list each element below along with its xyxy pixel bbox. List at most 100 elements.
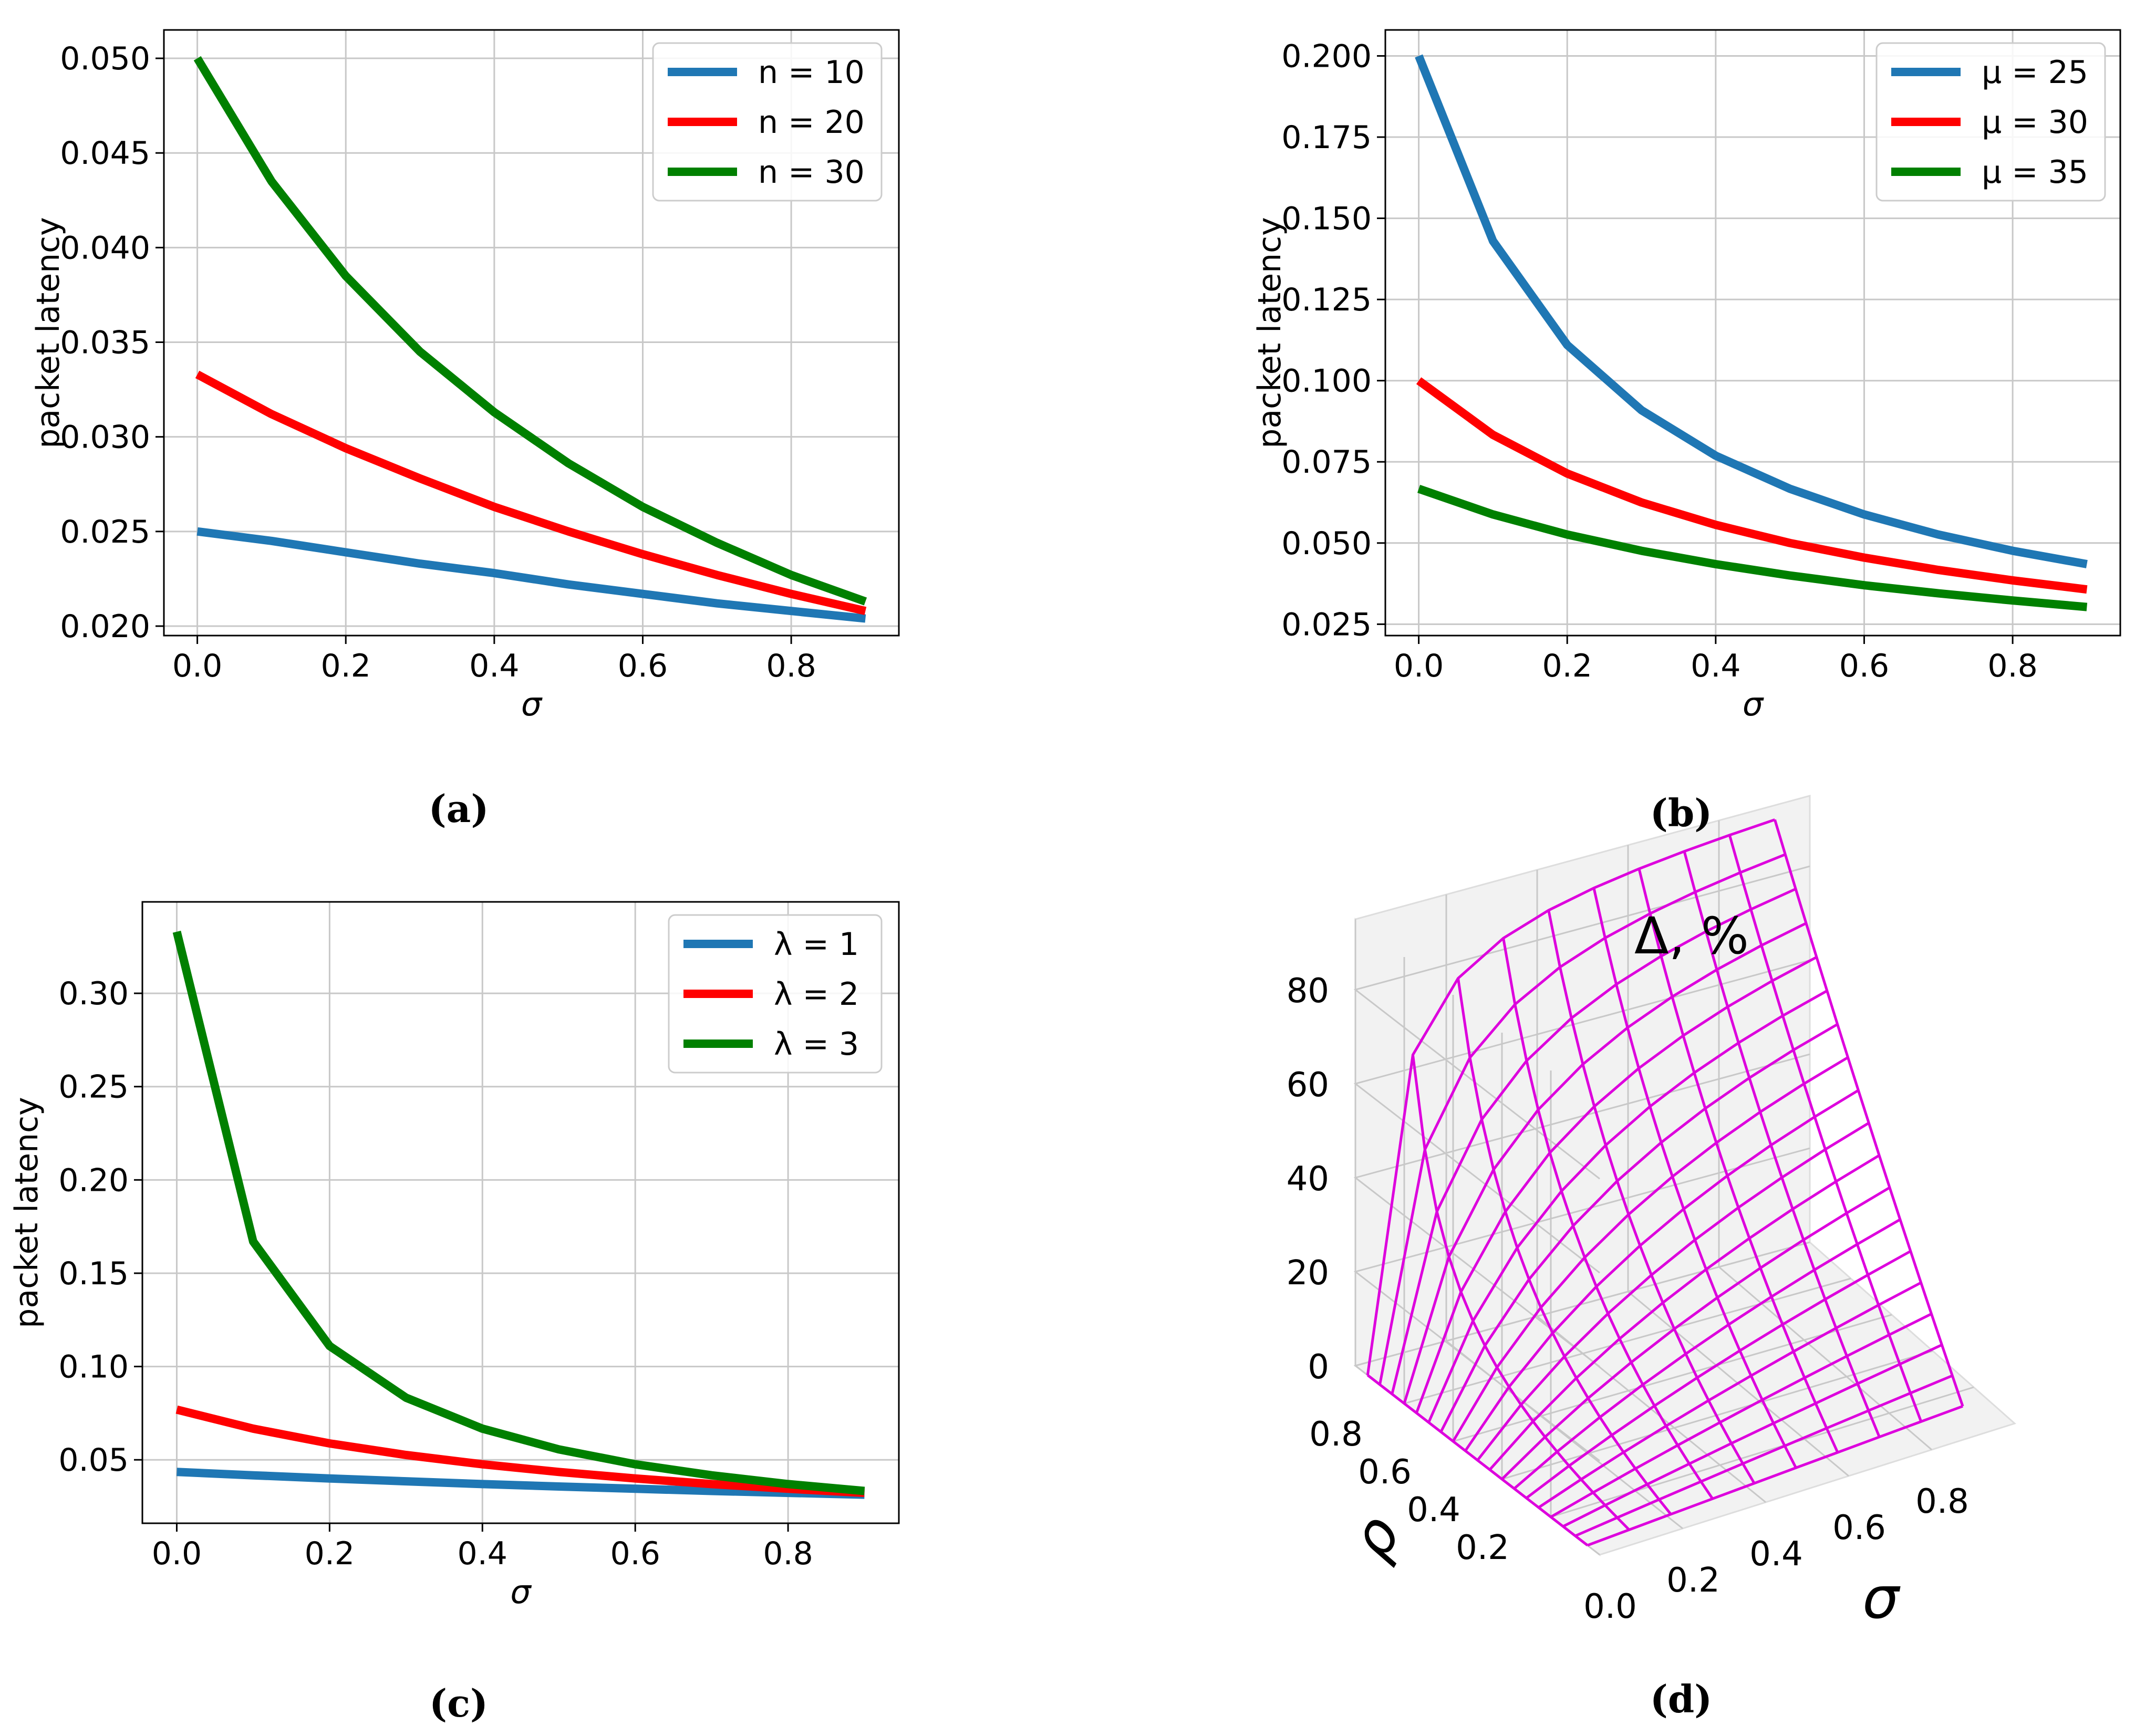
panel-d: 0.00.20.40.60.80.20.40.60.8020406080σρΔ,… [1287,795,2016,1631]
x-tick-label: 0.6 [618,648,668,684]
y-tick-label: 0.175 [1281,119,1372,156]
wire-sigma [1502,938,1714,1500]
wire-rho [1587,1405,1963,1547]
y-tick-label: 0.030 [60,419,150,456]
z-tick-label: 0 [1308,1348,1329,1387]
series-line [196,527,866,623]
rho-axis-label: ρ [1336,1504,1413,1569]
x-tick-label: 0.4 [469,648,519,684]
legend-label: μ = 35 [1982,154,2088,191]
x-tick-label: 0.4 [1691,648,1740,684]
y-tick-label: 0.025 [1281,606,1372,643]
series-line [172,930,865,1495]
wire-sigma [1366,1374,1589,1546]
y-axis-label: packet latency [30,217,67,448]
y-tick-label: 0.30 [58,975,129,1012]
caption-d: (d) [1650,1677,1712,1721]
plot-frame [1384,29,2121,637]
caption-a: (a) [429,786,489,831]
y-tick-label: 0.150 [1281,201,1372,237]
rho-tick-label: 0.4 [1407,1491,1460,1530]
x-tick-label: 0.8 [1987,648,2037,684]
x-tick-label: 0.8 [766,648,816,684]
legend-label: λ = 2 [774,976,859,1013]
wire-rho [1562,1344,1943,1528]
y-tick-label: 0.025 [60,514,150,550]
sigma-tick-label: 0.4 [1749,1535,1803,1574]
y-tick-label: 0.125 [1281,282,1372,318]
legend: μ = 25 μ = 30 μ = 35 [1875,42,2106,202]
legend-label: n = 30 [758,154,865,191]
y-tick-label: 0.25 [58,1069,129,1106]
legend-label: λ = 3 [774,1026,859,1063]
series-line [1415,54,2088,568]
x-tick-label: 0.2 [305,1535,355,1572]
wire-rho [1403,922,1807,1404]
wire-rho [1488,1154,1880,1471]
wire-rho [1525,1250,1912,1499]
legend-box [668,914,883,1074]
wire-sigma [1547,910,1756,1484]
wire-sigma [1592,888,1797,1469]
y-axis-label: packet latency [8,1097,45,1328]
x-axis-label: σ [1743,685,1764,723]
wire-rho [1439,1023,1838,1433]
wire-rho [1574,1374,1953,1537]
wire-rho [1476,1121,1870,1461]
grid-z [1353,865,1810,1180]
z-tick-label: 60 [1287,1066,1329,1105]
sigma-tick-label: 0.6 [1832,1509,1886,1547]
sigma-tick-label: 0.0 [1583,1587,1637,1626]
wire-sigma [1728,835,1923,1422]
legend-label: n = 20 [758,104,865,141]
caption-c: (c) [429,1681,488,1725]
z-tick-label: 40 [1287,1160,1329,1199]
wire-sigma [1457,978,1672,1515]
legend-label: μ = 25 [1982,54,2088,91]
y-tick-label: 0.05 [58,1442,129,1479]
wire-rho [1452,1056,1849,1442]
wire-rho [1366,818,1776,1376]
x-tick-label: 0.2 [321,648,371,684]
wire-rho [1464,1089,1859,1452]
wire-rho [1391,888,1797,1395]
surface-title: Δ, % [1634,907,1749,965]
x-tick-label: 0.6 [1839,648,1889,684]
wire-rho [1513,1218,1901,1490]
rho-tick-label: 0.6 [1358,1453,1412,1492]
wire-sigma [1774,819,1964,1407]
y-tick-label: 0.10 [58,1349,129,1386]
sigma-tick-label: 0.2 [1666,1561,1720,1600]
x-tick-label: 0.6 [610,1535,660,1572]
y-tick-label: 0.20 [58,1162,129,1199]
y-tick-label: 0.045 [60,135,150,172]
grid-z [1353,959,1810,1274]
panel-b: 0.0 0.2 0.4 0.6 0.8 0.025 0.050 0.075 0.100 0.125… [1251,29,2121,723]
wire-rho [1501,1186,1891,1480]
sigma-tick-label: 0.8 [1915,1482,1969,1521]
wire-rho [1379,853,1786,1385]
z-tick-label: 80 [1287,972,1329,1011]
series-line [195,370,867,615]
panel-c: 0.0 0.2 0.4 0.6 0.8 0.05 0.10 0.15 0.20 0.25 0.30 σ… [8,901,900,1611]
rho-tick-label: 0.2 [1456,1529,1509,1567]
wire-rho [1550,1313,1932,1519]
series-line [193,56,867,606]
legend-label: n = 10 [758,54,865,91]
z-tick-label: 20 [1287,1254,1329,1293]
y-tick-label: 0.035 [60,325,150,361]
x-tick-label: 0.0 [1394,648,1444,684]
y-tick-label: 0.100 [1281,363,1372,400]
wire-sigma [1637,868,1839,1453]
y-tick-label: 0.040 [60,230,150,266]
y-tick-label: 0.020 [60,608,150,645]
sigma-axis-label: σ [1862,1564,1901,1631]
y-tick-label: 0.200 [1281,38,1372,75]
x-tick-label: 0.4 [458,1535,507,1572]
series-line [1417,485,2088,611]
y-tick-label: 0.050 [60,40,150,77]
plot-frame [141,901,900,1524]
y-axis-label: packet latency [1251,217,1288,448]
legend-box [652,42,883,202]
